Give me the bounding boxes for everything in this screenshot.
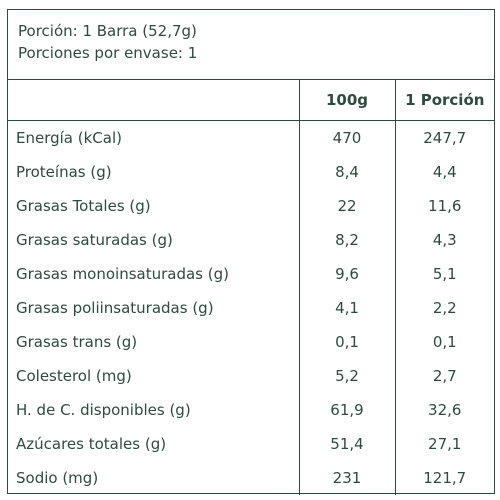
value-per-100g: 8,2 [298,223,395,257]
value-per-100g: 51,4 [298,427,395,461]
table-header-row: 100g 1 Porción [8,80,494,121]
table-row: Grasas monoinsaturadas (g) 9,6 5,1 [8,257,494,291]
table-row: Grasas saturadas (g) 8,2 4,3 [8,223,494,257]
value-per-100g: 4,1 [298,291,395,325]
nutrition-facts-panel: Porción: 1 Barra (52,7g) Porciones por e… [7,9,495,495]
nutrient-label: Energía (kCal) [16,129,122,147]
nutrient-label: Grasas saturadas (g) [16,231,173,249]
value-per-portion: 27,1 [394,427,494,461]
nutrient-label: Sodio (mg) [16,469,99,487]
table-row: Grasas Totales (g) 22 11,6 [8,189,494,223]
table-row: Azúcares totales (g) 51,4 27,1 [8,427,494,461]
nutrient-label: Proteínas (g) [16,163,112,181]
value-per-portion: 2,2 [394,291,494,325]
table-row: Grasas poliinsaturadas (g) 4,1 2,2 [8,291,494,325]
table-row: H. de C. disponibles (g) 61,9 32,6 [8,393,494,427]
value-per-100g: 9,6 [298,257,395,291]
value-per-portion: 121,7 [394,461,494,495]
nutrient-label: Grasas trans (g) [16,333,138,351]
value-per-100g: 61,9 [298,393,395,427]
table-row: Energía (kCal) 470 247,7 [8,120,494,155]
value-per-portion: 32,6 [394,393,494,427]
value-per-100g: 0,1 [298,325,395,359]
value-per-100g: 8,4 [298,155,395,189]
serving-size-text: Porción: 1 Barra (52,7g) [18,22,197,40]
value-per-portion: 247,7 [394,120,494,155]
value-per-portion: 0,1 [394,325,494,359]
nutrient-label: Grasas Totales (g) [16,197,151,215]
value-per-portion: 4,4 [394,155,494,189]
serving-info: Porción: 1 Barra (52,7g) Porciones por e… [8,10,494,80]
value-per-portion: 4,3 [394,223,494,257]
nutrient-label: Azúcares totales (g) [16,435,167,453]
servings-per-container-text: Porciones por envase: 1 [18,44,198,62]
value-per-100g: 22 [298,189,395,223]
column-header-portion: 1 Porción [394,80,494,121]
value-per-100g: 470 [298,120,395,155]
value-per-portion: 5,1 [394,257,494,291]
table-row: Proteínas (g) 8,4 4,4 [8,155,494,189]
value-per-portion: 11,6 [394,189,494,223]
nutrient-label: Colesterol (mg) [16,367,132,385]
table-row: Colesterol (mg) 5,2 2,7 [8,359,494,393]
table-row: Sodio (mg) 231 121,7 [8,461,494,495]
nutrient-label: Grasas monoinsaturadas (g) [16,265,229,283]
column-header-100g: 100g [298,80,395,121]
nutrient-label: H. de C. disponibles (g) [16,401,191,419]
nutrition-table: 100g 1 Porción Energía (kCal) 470 247,7 Pro… [8,80,494,495]
table-row: Grasas trans (g) 0,1 0,1 [8,325,494,359]
table-body: Energía (kCal) 470 247,7 Proteínas (g) 8,4 4,… [8,120,494,495]
nutrient-label: Grasas poliinsaturadas (g) [16,299,214,317]
value-per-portion: 2,7 [394,359,494,393]
value-per-100g: 231 [298,461,395,495]
value-per-100g: 5,2 [298,359,395,393]
column-header-nutrient [8,80,299,121]
